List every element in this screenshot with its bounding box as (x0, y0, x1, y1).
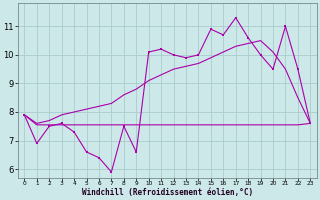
X-axis label: Windchill (Refroidissement éolien,°C): Windchill (Refroidissement éolien,°C) (82, 188, 253, 197)
